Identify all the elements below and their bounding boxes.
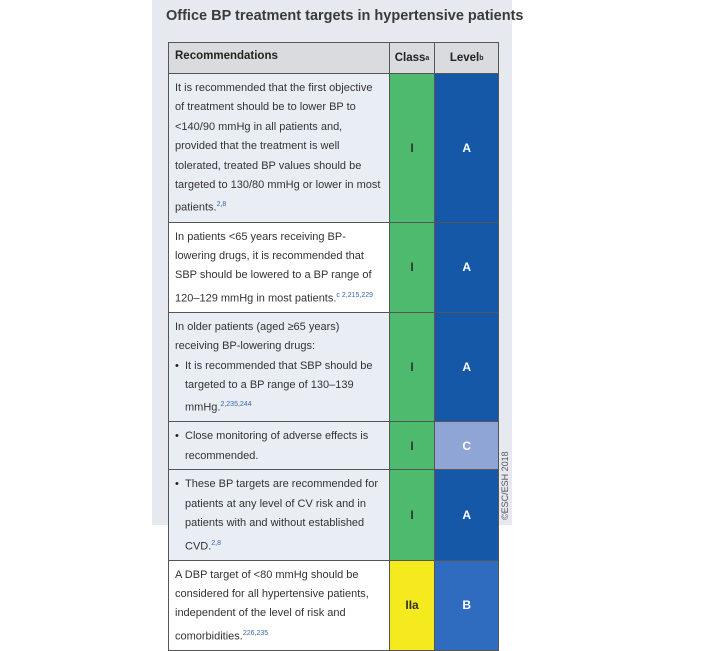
header-text: Recommendations [175,49,278,62]
class-value: I [410,260,414,275]
recommendation-text: These BP targets are recommended for pat… [185,478,379,553]
level-value: C [462,438,472,453]
recommendation-cell: A DBP target of <80 mmHg should be consi… [169,560,389,650]
level-cell: B [434,560,498,650]
title: Office BP treatment targets in hypertens… [166,8,524,24]
page: Office BP treatment targets in hypertens… [0,0,720,540]
level-value: A [462,260,472,275]
class-cell: I [388,312,435,422]
bullet-item: These BP targets are recommended for pat… [175,475,385,556]
table-row: In patients <65 years receiving BP-lower… [169,221,498,312]
level-cell: A [434,222,498,312]
level-cell: A [434,470,498,560]
reference: 2,235,244 [220,401,252,409]
level-value: A [462,507,472,522]
class-cell: I [388,422,435,470]
reference: 226,235 [242,629,269,637]
footnote-marker: a [425,54,430,62]
header-text: Class [394,52,426,64]
recommendation-text: In patients <65 years receiving BP-lower… [175,230,372,305]
class-cell: I [388,470,435,560]
table-row: In older patients (aged ≥65 years) recei… [169,311,498,422]
footnote-marker: b [479,54,484,62]
table-row: These BP targets are recommended for pat… [169,469,498,560]
header-text: Level [449,52,480,64]
table-row: A DBP target of <80 mmHg should be consi… [169,559,498,650]
class-cell: I [388,222,435,312]
class-value: I [410,438,414,453]
level-value: A [462,360,472,375]
level-cell: A [434,74,498,222]
table-row: Close monitoring of adverse effects is r… [169,421,498,470]
reference: 2,8 [216,201,227,209]
header-cell: Recommendations [169,43,389,73]
reference: 2,8 [211,539,222,547]
bullet-item: It is recommended that SBP should be tar… [175,357,385,419]
recommendation-cell: In older patients (aged ≥65 years) recei… [169,312,389,422]
level-cell: A [434,312,498,422]
header-row: Recommendations Class a Level b [169,43,498,73]
recommendation-text: A DBP target of <80 mmHg should be consi… [175,568,369,643]
class-value: IIa [405,598,419,613]
table-row: It is recommended that the first objecti… [169,73,498,222]
class-cell: I [388,74,435,222]
recommendation-cell: In patients <65 years receiving BP-lower… [169,222,389,312]
class-value: I [410,140,414,155]
class-value: I [410,360,414,375]
recommendation-cell: It is recommended that the first objecti… [169,74,389,222]
recommendation-cell: Close monitoring of adverse effects is r… [169,422,389,470]
table: Recommendations Class a Level b It is reco… [168,42,499,651]
reference: c 2,215,229 [336,291,374,299]
class-cell: IIa [388,560,435,650]
recommendation-text: Close monitoring of adverse effects is r… [185,430,369,462]
bullet-item: Close monitoring of adverse effects is r… [175,427,385,466]
level-cell: C [434,422,498,470]
recommendation-text: It is recommended that the first objecti… [175,82,381,215]
level-value: A [462,140,472,155]
header-cell: Class a [388,43,435,73]
level-value: B [462,598,472,613]
header-cell: Level b [434,43,498,73]
recommendation-text: It is recommended that SBP should be tar… [185,359,373,415]
recommendation-intro: In older patients (aged ≥65 years) recei… [175,320,340,353]
class-value: I [410,507,414,522]
copyright: ©ESC/ESH 2018 [500,451,510,520]
recommendation-cell: These BP targets are recommended for pat… [169,470,389,560]
